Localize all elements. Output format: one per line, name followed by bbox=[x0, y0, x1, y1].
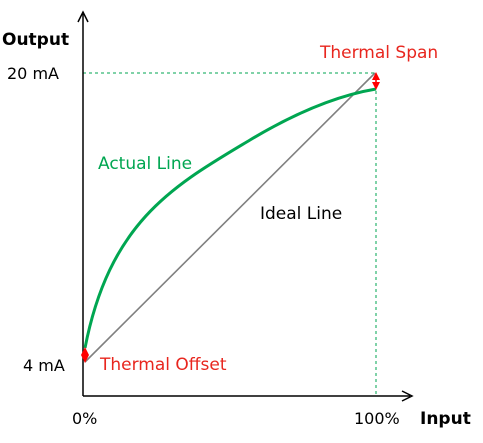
ideal-line bbox=[84, 72, 376, 363]
x-tick-100pct: 100% bbox=[354, 409, 400, 428]
ideal-line-label: Ideal Line bbox=[260, 204, 342, 224]
actual-line-label: Actual Line bbox=[98, 154, 192, 174]
y-axis-arrow-icon bbox=[77, 10, 89, 23]
y-axis-title: Output bbox=[2, 30, 69, 50]
y-tick-20ma: 20 mA bbox=[7, 64, 59, 83]
x-axis-title: Input bbox=[420, 409, 471, 429]
actual-line bbox=[83, 87, 377, 349]
thermal-offset-label: Thermal Offset bbox=[99, 355, 227, 375]
thermal-span-label: Thermal Span bbox=[319, 43, 438, 63]
x-axis-arrow-icon bbox=[401, 390, 414, 402]
x-tick-0pct: 0% bbox=[72, 409, 97, 428]
y-tick-4ma: 4 mA bbox=[23, 356, 65, 375]
